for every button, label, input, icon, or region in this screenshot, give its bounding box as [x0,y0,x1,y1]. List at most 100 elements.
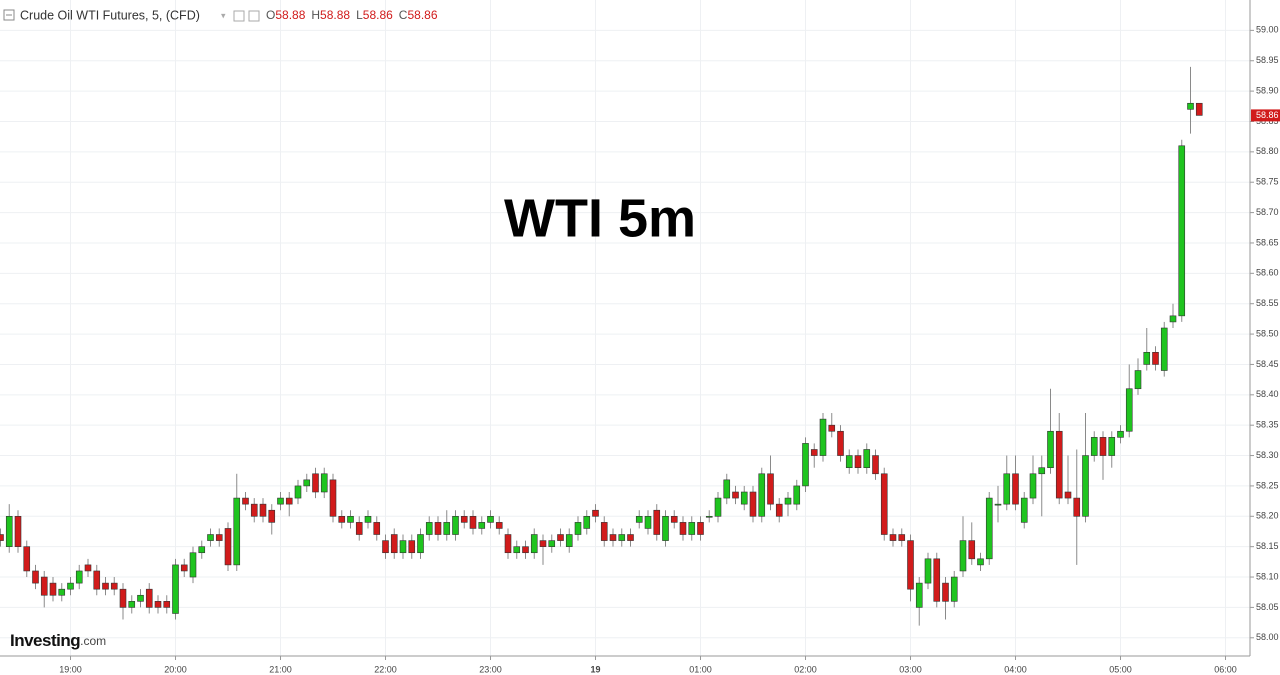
candle-body [67,582,74,590]
candle-body [1047,430,1054,469]
candle-body [460,515,468,523]
candle-body [320,473,328,493]
candle-body [338,515,346,523]
candle-body [443,522,451,535]
candle-body [548,540,556,547]
candle-body [950,576,958,602]
candle-body [889,534,897,541]
candle-body [180,564,188,572]
candle-body [198,546,206,554]
candle-body [58,588,66,596]
y-tick-label: 58.00 [1256,632,1279,642]
candle-body [1020,497,1028,523]
instrument-name: Crude Oil WTI Futures, 5, (CFD) [20,8,200,22]
y-tick-label: 58.60 [1256,268,1279,278]
logo: Investing.com [10,631,106,650]
candle-body [215,534,223,541]
candle-body [268,509,276,523]
candle-body [1099,437,1107,456]
candle-body [530,534,538,554]
candle-body [819,418,827,456]
candle-body [145,588,153,608]
candle-body [688,522,696,535]
candle-body [933,558,941,602]
candle-body [1055,430,1063,499]
candle-body [40,576,48,596]
candle-body [854,455,862,469]
y-tick-label: 58.20 [1256,511,1279,521]
candle-body [110,582,118,590]
candle-body [1152,351,1159,365]
candle-body [1178,145,1186,317]
candle-body [968,540,976,560]
candle-body [1169,315,1177,323]
close-icon[interactable] [248,10,260,22]
candle-body [5,515,13,547]
candle-body [863,449,871,469]
candle-body [1134,370,1142,390]
last-price-label: 58.86 [1256,110,1279,120]
candle-body [723,479,731,499]
candle-body [557,534,564,541]
candle-body [75,570,83,584]
candle-body [14,515,22,547]
candle-body [574,522,582,535]
y-tick-label: 58.45 [1256,359,1279,369]
candle-body [102,582,109,590]
candle-body [355,522,363,535]
candle-body [600,522,608,541]
y-tick-label: 58.55 [1256,298,1279,308]
y-tick-label: 58.70 [1256,207,1279,217]
candle-body [784,497,792,505]
candle-body [583,515,591,529]
candle-body [977,558,984,566]
axes: 58.00 58.05 58.10 58.15 58.20 58.25 58.30 58.35… [59,25,1280,674]
dropdown-arrow[interactable]: ▾ [221,10,226,20]
candle-body [303,479,311,487]
candle-body [740,491,748,505]
candle-body [635,515,643,523]
candle-body [163,601,171,608]
candle-body [93,570,101,590]
collapse-icon[interactable] [3,9,15,21]
grid [0,0,1250,656]
candle-body [924,558,932,584]
ohlc-readout: O58.88 H58.88 L58.86 C58.86 [266,8,438,22]
candle-body [775,503,783,517]
x-tick-label: 02:00 [794,664,817,674]
candle-body [1029,473,1037,499]
ohlc-label: C [399,8,408,22]
candle-body [250,503,258,517]
settings-icon[interactable] [233,10,245,22]
x-tick-label: 01:00 [689,664,712,674]
x-tick-label: 20:00 [164,664,187,674]
candle-body [539,540,547,547]
candle-body [49,582,57,596]
candle-body [705,515,713,518]
candle-body [907,540,914,590]
x-tick-label: 03:00 [899,664,922,674]
candle-body [845,455,853,469]
candles [0,66,1203,626]
logo-suffix: .com [80,634,106,648]
candle-body [329,479,337,517]
x-tick-label: 19:00 [59,664,82,674]
y-tick-label: 58.35 [1256,420,1279,430]
candle-body [1117,430,1124,438]
candle-body [1038,467,1046,475]
y-tick-label: 58.05 [1256,602,1279,612]
candle-body [697,522,704,535]
y-tick-label: 58.15 [1256,541,1279,551]
candle-body [233,497,241,566]
y-tick-label: 58.10 [1256,571,1279,581]
candle-body [627,534,634,541]
candle-body [959,540,967,572]
candle-body [0,534,4,541]
candle-body [522,546,529,554]
ohlc-value: 58.86 [363,8,393,22]
ohlc-value: 58.88 [275,8,305,22]
candle-body [347,515,354,523]
y-tick-label: 58.25 [1256,480,1279,490]
y-tick-label: 58.30 [1256,450,1279,460]
